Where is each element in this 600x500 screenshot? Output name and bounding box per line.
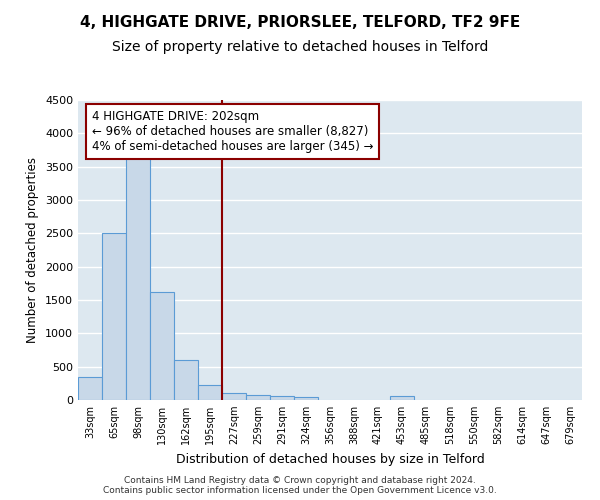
Bar (198, 385, 222, 400)
Bar (150, 292, 174, 400)
Bar (102, 234, 126, 400)
Bar (174, 360, 198, 400)
Text: 4 HIGHGATE DRIVE: 202sqm
← 96% of detached houses are smaller (8,827)
4% of semi: 4 HIGHGATE DRIVE: 202sqm ← 96% of detach… (92, 110, 373, 153)
Text: Size of property relative to detached houses in Telford: Size of property relative to detached ho… (112, 40, 488, 54)
Bar (126, 154, 150, 400)
Bar (222, 394, 246, 400)
Bar (390, 396, 414, 400)
Y-axis label: Number of detached properties: Number of detached properties (26, 157, 40, 343)
Bar (246, 395, 270, 400)
Bar (78, 376, 102, 400)
Text: 4, HIGHGATE DRIVE, PRIORSLEE, TELFORD, TF2 9FE: 4, HIGHGATE DRIVE, PRIORSLEE, TELFORD, T… (80, 15, 520, 30)
Text: Contains HM Land Registry data © Crown copyright and database right 2024.
Contai: Contains HM Land Registry data © Crown c… (103, 476, 497, 495)
X-axis label: Distribution of detached houses by size in Telford: Distribution of detached houses by size … (176, 452, 484, 466)
Bar (294, 396, 318, 400)
Bar (270, 396, 294, 400)
